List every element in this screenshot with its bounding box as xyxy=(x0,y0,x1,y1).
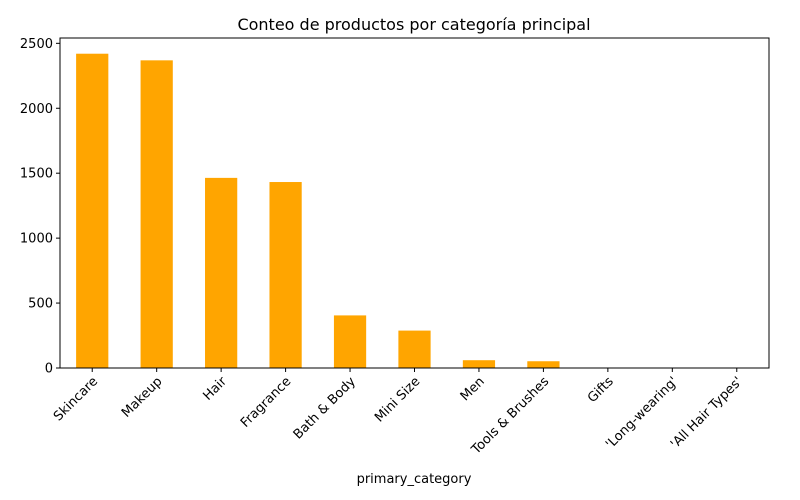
x-axis-label: primary_category xyxy=(357,472,472,487)
x-tick-label: Bath & Body xyxy=(291,374,359,442)
bar-0 xyxy=(76,53,109,368)
bar-3 xyxy=(269,182,302,368)
plot-frame xyxy=(59,37,770,369)
y-tick-label: 2500 xyxy=(20,37,53,52)
bar-1 xyxy=(140,60,173,369)
bar-4 xyxy=(333,315,367,368)
bar-6 xyxy=(462,360,496,368)
x-tick-label: Mini Size xyxy=(372,374,423,425)
x-tick-label: Gifts xyxy=(585,374,617,406)
y-tick-label: 0 xyxy=(45,362,53,377)
chart-title: Conteo de productos por categoría princi… xyxy=(237,15,590,34)
bars-group xyxy=(76,53,753,369)
y-axis: 0 500 1000 1500 2000 2500 xyxy=(20,37,60,377)
bar-5 xyxy=(398,330,431,368)
x-tick-label: Men xyxy=(458,374,488,404)
x-tick-label: Hair xyxy=(200,374,230,404)
bar-2 xyxy=(205,177,238,368)
y-tick-label: 1500 xyxy=(20,167,53,182)
x-tick-label: Skincare xyxy=(51,374,101,424)
y-tick-label: 500 xyxy=(28,297,53,312)
y-tick-label: 1000 xyxy=(20,232,53,247)
y-tick-label: 2000 xyxy=(20,102,53,117)
bar-7 xyxy=(527,361,560,368)
x-tick-label: Fragrance xyxy=(238,374,294,430)
x-tick-label: Makeup xyxy=(119,374,165,420)
